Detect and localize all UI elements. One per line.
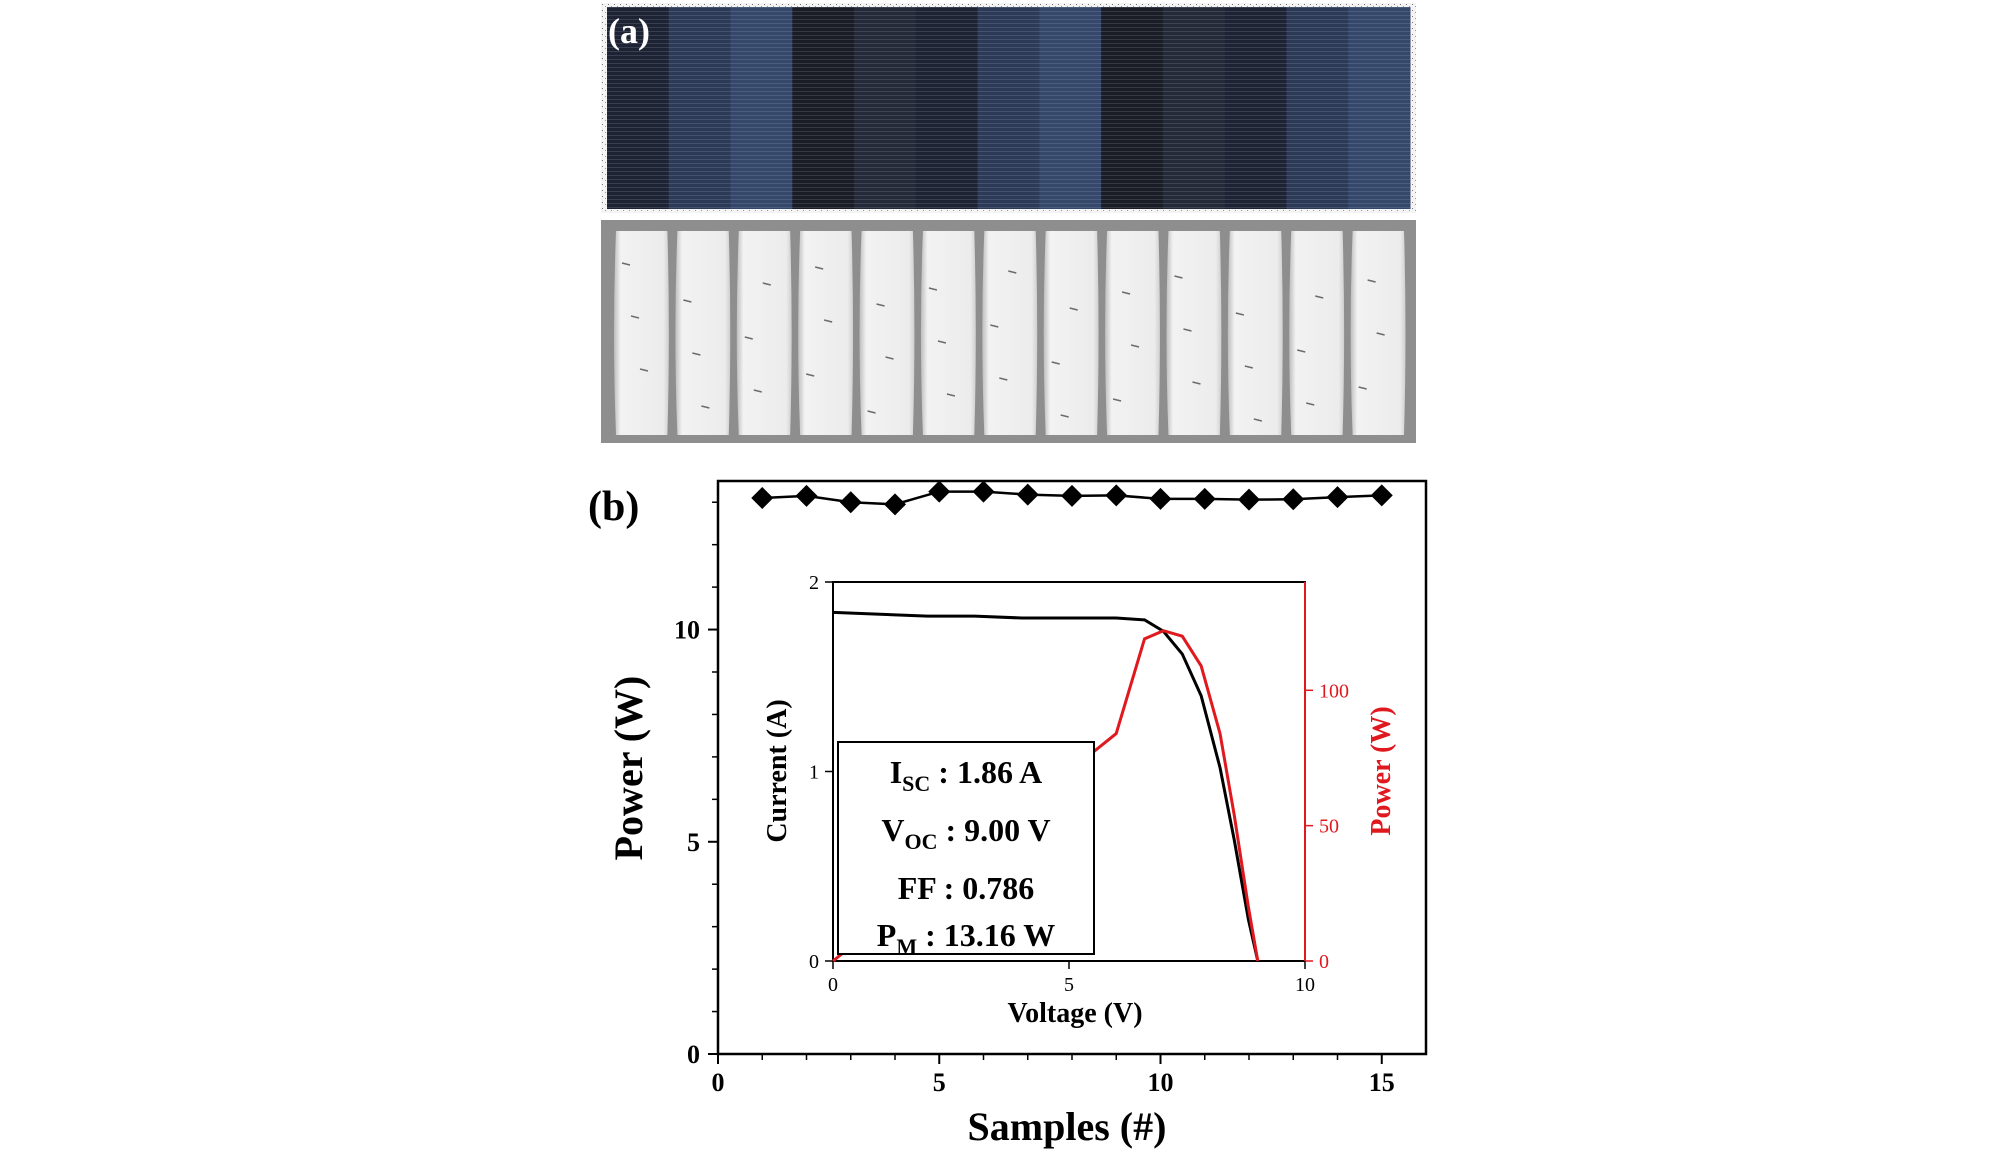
main-y-axis-label: Power (W) xyxy=(606,676,651,861)
power-point xyxy=(839,491,862,514)
pm-spec: PM : 13.16 W xyxy=(876,917,1056,959)
power-point xyxy=(1370,484,1393,507)
panel-a-label: (a) xyxy=(608,11,650,51)
power-point xyxy=(1061,484,1083,507)
inset-x-axis-label: Voltage (V) xyxy=(1007,998,1142,1029)
inset-y-axis-label: Current (A) xyxy=(762,699,793,842)
voc-spec: VOC : 9.00 V xyxy=(881,812,1051,854)
power-point xyxy=(972,480,995,503)
el-image xyxy=(614,231,1406,435)
el-cell xyxy=(1227,231,1283,435)
power-point xyxy=(1282,488,1305,511)
panel-b-label: (b) xyxy=(588,484,640,530)
inset-x-tick-label: 5 xyxy=(1064,974,1074,996)
el-cell xyxy=(614,231,669,435)
el-cell xyxy=(920,231,976,435)
inset-y2-tick-label: 50 xyxy=(1319,816,1339,838)
el-cell xyxy=(1289,231,1345,435)
inset-specs-box: ISC : 1.86 A VOC : 9.00 V FF : 0.786 PM … xyxy=(837,741,1095,959)
y-tick-label: 10 xyxy=(674,616,700,645)
power-point xyxy=(1326,486,1349,509)
x-tick-label: 10 xyxy=(1148,1068,1174,1097)
y-tick-label: 5 xyxy=(687,828,700,857)
inset-x-tick-label: 0 xyxy=(828,974,838,996)
power-point xyxy=(1149,487,1172,510)
power-point xyxy=(1016,483,1039,506)
module-photos xyxy=(601,3,1416,443)
inset-y-tick-label: 0 xyxy=(809,951,819,973)
inset-y2-axis-label: Power (W) xyxy=(1366,706,1397,835)
el-cell xyxy=(1105,231,1160,435)
el-cell xyxy=(859,231,915,435)
el-cell xyxy=(798,231,854,435)
inset-x-tick-label: 10 xyxy=(1295,974,1315,996)
x-tick-label: 15 xyxy=(1369,1068,1395,1097)
power-point xyxy=(1105,484,1128,507)
inset-y2-tick-label: 100 xyxy=(1319,680,1349,702)
el-cell xyxy=(1043,231,1099,435)
iv-curve xyxy=(832,610,1260,962)
power-point xyxy=(1193,487,1216,510)
main-x-axis-label: Samples (#) xyxy=(968,1104,1167,1149)
el-cell xyxy=(982,231,1038,435)
power-point xyxy=(928,480,951,503)
ff-spec: FF : 0.786 xyxy=(897,870,1035,906)
power-point xyxy=(1238,488,1260,511)
power-point xyxy=(751,486,774,509)
x-tick-label: 0 xyxy=(712,1068,725,1097)
x-tick-label: 5 xyxy=(933,1068,946,1097)
el-cell xyxy=(675,231,731,435)
power-point xyxy=(884,493,906,516)
inset-y2-tick-label: 0 xyxy=(1319,951,1329,973)
el-cell xyxy=(1166,231,1222,435)
y-tick-label: 0 xyxy=(687,1040,700,1069)
power-point xyxy=(795,484,818,507)
inset-y-tick-label: 1 xyxy=(809,762,819,784)
inset-y-tick-label: 2 xyxy=(809,572,819,594)
isc-spec: ISC : 1.86 A xyxy=(889,754,1043,796)
el-cell xyxy=(736,231,792,435)
